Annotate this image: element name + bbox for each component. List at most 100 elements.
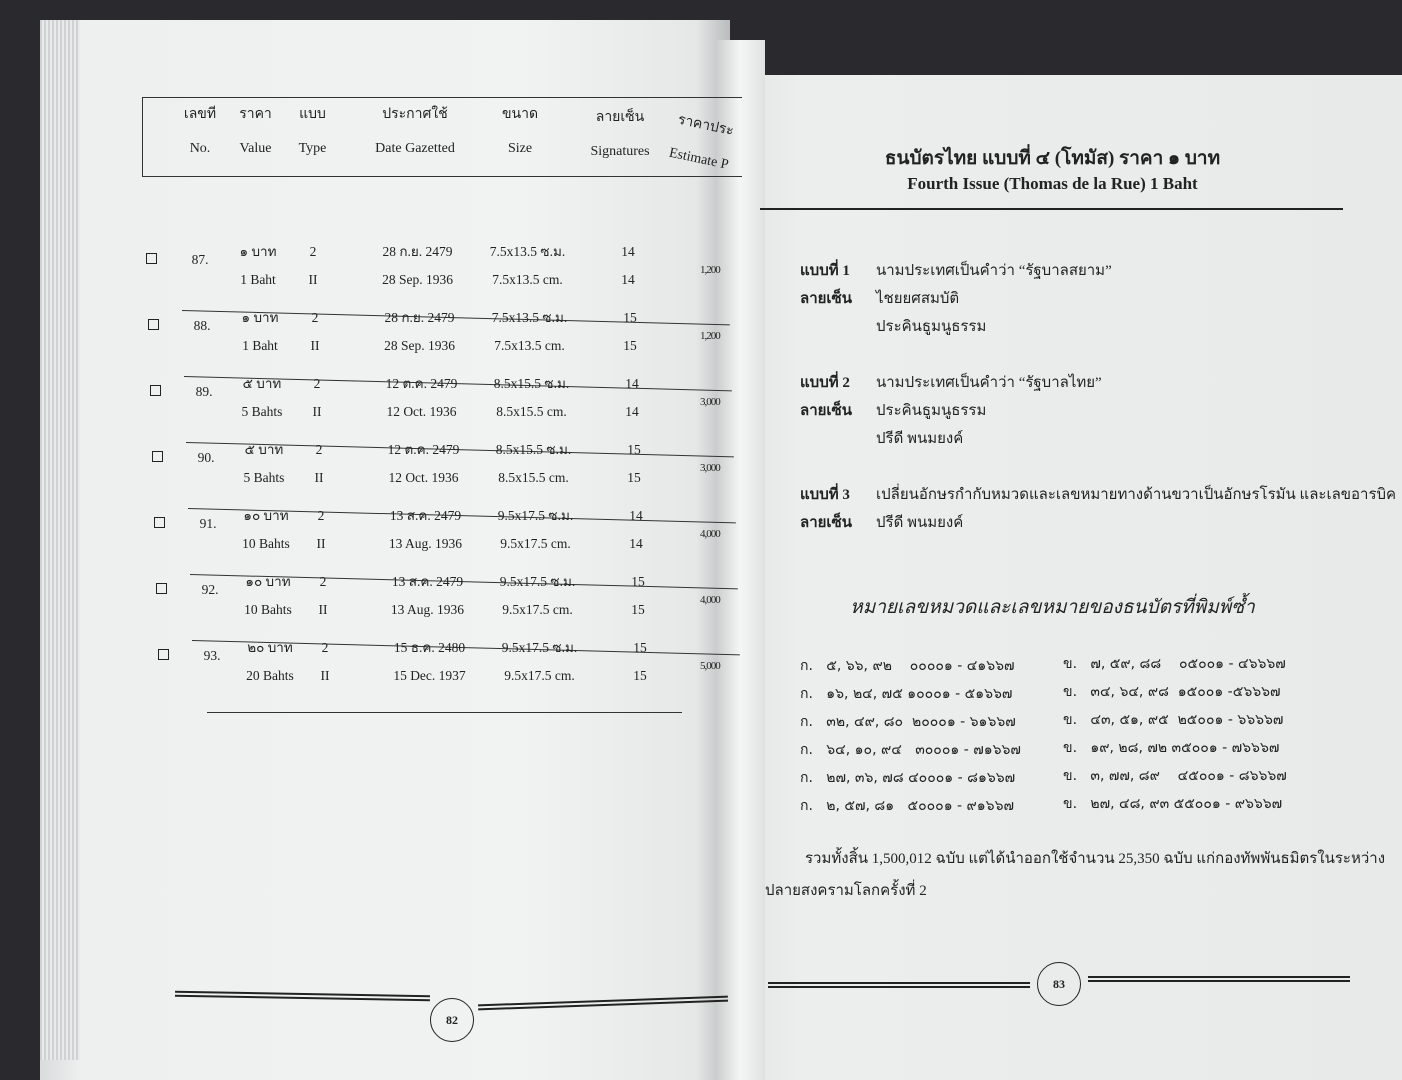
cell-size: 9.5x17.5 ซ.ม. 9.5x17.5 cm. — [490, 575, 585, 617]
size-english: 9.5x17.5 cm. — [504, 668, 575, 683]
sig-english: 15 — [623, 338, 637, 353]
cell-type: 2 II — [298, 245, 328, 287]
header-size-english: Size — [507, 141, 533, 156]
cell-estimate: 5,000 — [700, 660, 721, 672]
size-thai: 8.5x15.5 ซ.ม. — [495, 442, 572, 457]
sig-thai: 14 — [625, 376, 639, 391]
page-edges — [40, 20, 80, 1060]
cell-value: ๑ บาท 1 Baht — [230, 311, 290, 353]
cell-sig: 14 14 — [608, 245, 648, 287]
cell-no: 90. — [197, 450, 215, 465]
type-thai: 2 — [317, 508, 325, 523]
cell-estimate: 4,000 — [700, 528, 721, 540]
cell-value: ๑๐ บาท 10 Bahts — [238, 575, 298, 617]
header-no-english: No. — [189, 141, 211, 156]
size-english: 7.5x13.5 cm. — [494, 338, 565, 353]
type-english: II — [316, 536, 326, 551]
sig-english: 14 — [621, 272, 635, 287]
type-english: II — [310, 338, 320, 353]
cell-no: 88. — [193, 318, 211, 333]
value-thai: ๑๐ บาท — [243, 508, 289, 523]
signature-name: ปรีดี พนมยงค์ — [876, 431, 964, 447]
cell-value: ๑ บาท 1 Baht — [228, 245, 288, 287]
date-english: 12 Oct. 1936 — [388, 470, 459, 485]
header-signatures-thai: ลายเซ็น — [595, 110, 645, 125]
value-thai: ๑๐ บาท — [245, 574, 291, 589]
value-english: 20 Bahts — [246, 668, 294, 683]
serial-range-kho: ข. ๔๓, ๕๑, ๙๕ ๒๕๐๐๑ - ๖๖๖๖๗ — [1063, 712, 1284, 728]
date-thai: 12 ต.ค. 2479 — [387, 442, 460, 457]
size-english: 7.5x13.5 cm. — [492, 272, 563, 287]
header-value-english: Value — [239, 141, 272, 156]
serial-range-ko: ก. ๕, ๖๖, ๙๒ ๐๐๐๐๑ - ๔๑๖๖๗ — [800, 658, 1015, 674]
cell-size: 9.5x17.5 ซ.ม. 9.5x17.5 cm. — [488, 509, 583, 551]
serial-range-ko: ก. ๖๔, ๑๐, ๙๔ ๓๐๐๐๑ - ๗๑๖๖๗ — [800, 742, 1021, 758]
cell-sig: 15 15 — [614, 443, 654, 485]
signature-name: ปรีดี พนมยงค์ — [876, 515, 964, 531]
checkbox[interactable] — [146, 253, 157, 264]
cell-estimate: 3,000 — [700, 462, 721, 474]
date-english: 28 Sep. 1936 — [384, 338, 455, 353]
cell-value: ๒๐ บาท 20 Bahts — [240, 641, 300, 683]
serial-range-ko: ก. ๑๖, ๒๔, ๗๕ ๑๐๐๐๑ - ๕๑๖๖๗ — [800, 686, 1013, 702]
cell-type: 2 II — [302, 377, 332, 419]
value-thai: ๕ บาท — [242, 376, 282, 391]
table-row: 89. ๕ บาท 5 Bahts 2 II 12 ต.ค. 2479 12 Oct. 19… — [144, 376, 734, 458]
size-thai: 9.5x17.5 ซ.ม. — [497, 508, 574, 523]
series-label: แบบที่ 1 — [800, 263, 850, 279]
signature-label: ลายเซ็น — [800, 291, 852, 307]
type-english: II — [314, 470, 324, 485]
series-description: นามประเทศเป็นคำว่า “รัฐบาลสยาม” — [876, 263, 1112, 279]
cell-size: 8.5x15.5 ซ.ม. 8.5x15.5 cm. — [486, 443, 581, 485]
cell-no: 87. — [191, 252, 209, 267]
date-thai: 15 ธ.ค. 2480 — [393, 640, 466, 655]
type-english: II — [318, 602, 328, 617]
value-english: 1 Baht — [240, 272, 276, 287]
cell-size: 7.5x13.5 ซ.ม. 7.5x13.5 cm. — [480, 245, 575, 287]
cell-date: 12 ต.ค. 2479 12 Oct. 1936 — [371, 443, 476, 485]
signature-name: ประคินธูมนูธรรม — [876, 319, 987, 335]
type-english: II — [312, 404, 322, 419]
cell-sig: 14 14 — [616, 509, 656, 551]
size-english: 9.5x17.5 cm. — [500, 536, 571, 551]
row-divider — [207, 712, 682, 713]
cell-type: 2 II — [308, 575, 338, 617]
sig-english: 14 — [629, 536, 643, 551]
cell-no: 92. — [201, 582, 219, 597]
cell-no: 91. — [199, 516, 217, 531]
footer-rule-right-83 — [1088, 976, 1350, 982]
sig-thai: 15 — [623, 310, 637, 325]
type-thai: 2 — [309, 244, 317, 259]
value-english: 10 Bahts — [242, 536, 290, 551]
sig-english: 15 — [627, 470, 641, 485]
size-thai: 8.5x15.5 ซ.ม. — [493, 376, 570, 391]
header-date: ประกาศใช้ Date Gazetted — [360, 105, 470, 159]
sig-thai: 15 — [631, 574, 645, 589]
value-thai: ๑ บาท — [239, 244, 277, 259]
checkbox[interactable] — [158, 649, 169, 660]
checkbox[interactable] — [148, 319, 159, 330]
cell-size: 7.5x13.5 ซ.ม. 7.5x13.5 cm. — [482, 311, 577, 353]
serial-range-kho: ข. ๒๗, ๔๘, ๙๓ ๕๕๐๐๑ - ๙๖๖๖๗ — [1063, 796, 1283, 812]
type-thai: 2 — [321, 640, 329, 655]
header-signatures: ลายเซ็น Signatures — [575, 108, 665, 162]
value-thai: ๒๐ บาท — [247, 640, 293, 655]
cell-sig: 14 14 — [612, 377, 652, 419]
table-row: 93. ๒๐ บาท 20 Bahts 2 II 15 ธ.ค. 2480 15 Dec. … — [152, 640, 742, 713]
table-header — [142, 97, 742, 177]
size-english: 8.5x15.5 cm. — [498, 470, 569, 485]
cell-type: 2 II — [304, 443, 334, 485]
serial-range-ko: ก. ๒, ๕๗, ๘๑ ๕๐๐๐๑ - ๙๑๖๖๗ — [800, 798, 1014, 814]
cell-date: 13 ส.ค. 2479 13 Aug. 1936 — [373, 509, 478, 551]
checkbox[interactable] — [156, 583, 167, 594]
cell-date: 28 ก.ย. 2479 28 Sep. 1936 — [367, 311, 472, 353]
checkbox[interactable] — [150, 385, 161, 396]
header-type: แบบ Type — [290, 105, 335, 159]
serial-range-kho: ข. ๓, ๗๗, ๘๙ ๔๕๐๐๑ - ๘๖๖๖๗ — [1063, 768, 1287, 784]
checkbox[interactable] — [154, 517, 165, 528]
cell-size: 9.5x17.5 ซ.ม. 9.5x17.5 cm. — [492, 641, 587, 683]
value-english: 1 Baht — [242, 338, 278, 353]
title-rule — [760, 208, 1343, 210]
signature-name: ไชยยศสมบัติ — [876, 291, 960, 307]
checkbox[interactable] — [152, 451, 163, 462]
